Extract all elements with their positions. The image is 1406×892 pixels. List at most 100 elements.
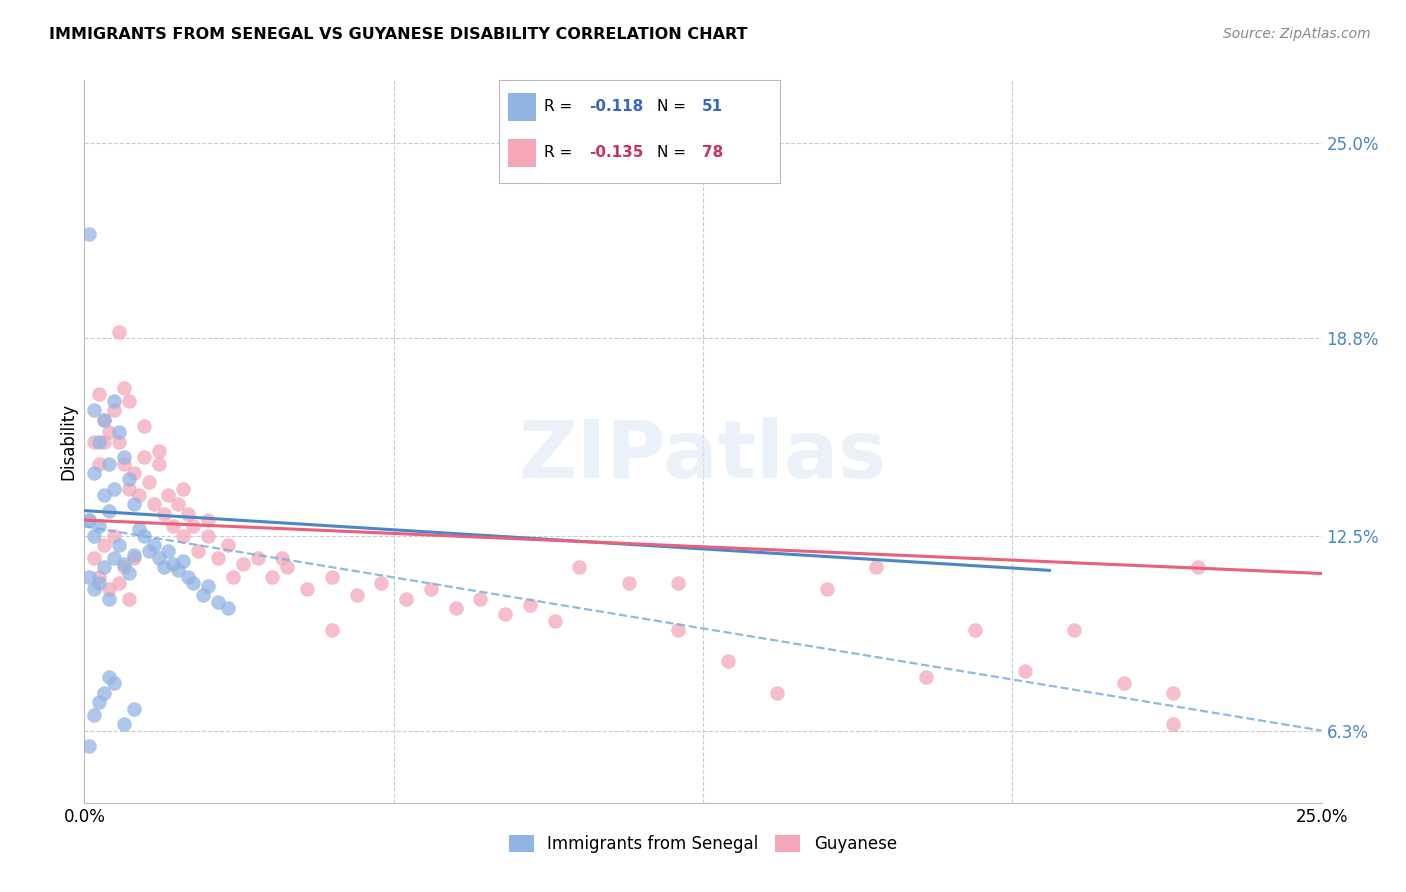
Point [118, 566, 141, 581]
Point [246, 550, 269, 565]
Point [79, 513, 101, 527]
Point [89, 519, 111, 533]
Point [1161, 717, 1184, 731]
Y-axis label: Disability: Disability [59, 403, 77, 480]
Point [128, 488, 150, 502]
Point [152, 560, 174, 574]
Point [118, 591, 141, 606]
Point [98, 591, 121, 606]
Point [83, 466, 105, 480]
Point [93, 686, 115, 700]
Point [395, 591, 418, 606]
Point [157, 544, 180, 558]
Point [79, 513, 101, 527]
Point [83, 582, 105, 597]
Point [162, 519, 184, 533]
Point [419, 582, 441, 597]
Point [122, 497, 145, 511]
Point [172, 554, 194, 568]
Point [262, 569, 284, 583]
Point [83, 434, 105, 449]
Point [181, 519, 204, 533]
Point [132, 418, 155, 433]
Point [617, 575, 640, 590]
Point [148, 550, 170, 565]
Point [217, 601, 239, 615]
Point [321, 569, 343, 583]
Point [172, 482, 194, 496]
Point [1063, 623, 1085, 637]
Text: 78: 78 [702, 145, 723, 160]
Point [112, 381, 135, 395]
Point [222, 569, 245, 583]
Point [122, 548, 145, 562]
Text: -0.118: -0.118 [589, 99, 644, 114]
Point [152, 507, 174, 521]
Point [217, 538, 239, 552]
Point [177, 507, 200, 521]
Point [112, 450, 135, 465]
Text: 51: 51 [702, 99, 723, 114]
Point [83, 550, 105, 565]
Point [118, 393, 141, 408]
Point [276, 560, 298, 574]
Point [108, 575, 131, 590]
Point [766, 686, 789, 700]
Text: -0.135: -0.135 [589, 145, 644, 160]
Text: N =: N = [657, 99, 690, 114]
Point [965, 623, 987, 637]
Point [666, 623, 689, 637]
Point [167, 563, 190, 577]
Point [98, 503, 121, 517]
Point [112, 557, 135, 571]
Point [181, 575, 204, 590]
Point [79, 227, 101, 242]
Point [122, 466, 145, 480]
Point [162, 557, 184, 571]
Point [717, 655, 740, 669]
Point [79, 739, 101, 754]
Point [197, 513, 219, 527]
Text: R =: R = [544, 145, 578, 160]
Point [89, 434, 111, 449]
Bar [508, 93, 536, 121]
Point [207, 595, 229, 609]
Point [470, 591, 492, 606]
Point [494, 607, 516, 622]
Point [197, 529, 219, 543]
Point [148, 457, 170, 471]
Text: R =: R = [544, 99, 578, 114]
Text: Source: ZipAtlas.com: Source: ZipAtlas.com [1223, 27, 1371, 41]
Point [197, 579, 219, 593]
Point [148, 444, 170, 458]
Point [132, 529, 155, 543]
Point [83, 403, 105, 417]
Point [83, 707, 105, 722]
Point [172, 529, 194, 543]
Point [142, 497, 165, 511]
Point [815, 582, 838, 597]
Point [89, 575, 111, 590]
Text: N =: N = [657, 145, 690, 160]
Point [138, 475, 160, 490]
Point [103, 403, 125, 417]
Point [666, 575, 689, 590]
Text: ZIPatlas: ZIPatlas [519, 417, 887, 495]
Point [132, 450, 155, 465]
Point [187, 544, 209, 558]
Point [108, 434, 131, 449]
Point [93, 434, 115, 449]
Point [103, 482, 125, 496]
Point [118, 472, 141, 486]
Point [93, 538, 115, 552]
Point [89, 695, 111, 709]
Point [444, 601, 467, 615]
Point [207, 550, 229, 565]
Point [103, 393, 125, 408]
Point [142, 538, 165, 552]
Point [112, 457, 135, 471]
Point [232, 557, 254, 571]
Point [103, 550, 125, 565]
Point [103, 529, 125, 543]
Point [295, 582, 318, 597]
